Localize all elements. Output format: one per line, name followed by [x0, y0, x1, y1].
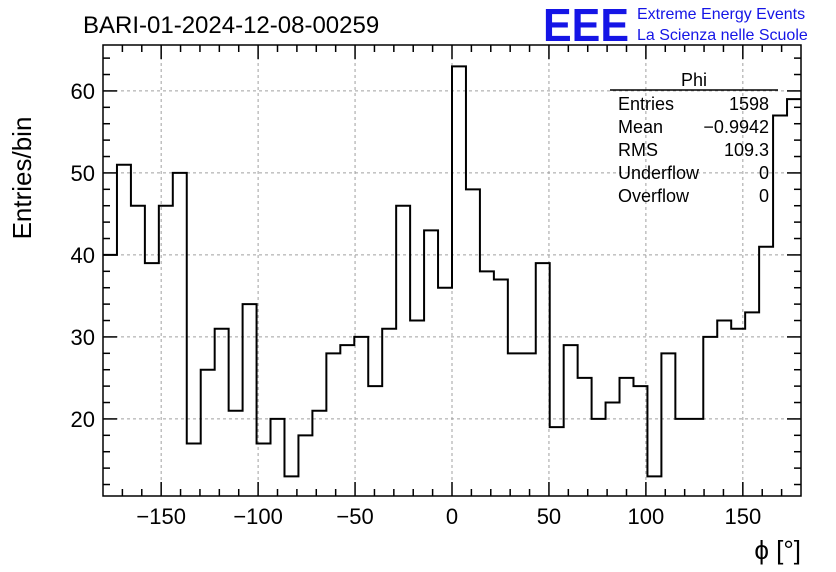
y-tick-label: 30 — [71, 325, 95, 350]
logo-line-2: La Scienza nelle Scuole — [637, 27, 808, 44]
histogram-line — [103, 65, 801, 478]
y-tick-labels: 20 30 40 50 60 — [71, 79, 95, 432]
y-axis-title: Entries/bin — [7, 117, 37, 240]
stats-rms-value: 109.3 — [724, 140, 769, 160]
x-tick-label: −150 — [136, 504, 186, 529]
stats-underflow-value: 0 — [759, 163, 769, 183]
stats-entries-label: Entries — [618, 94, 674, 114]
y-tick-label: 50 — [71, 161, 95, 186]
logo-acronym: EEE — [543, 0, 629, 51]
x-tick-label: 50 — [537, 504, 561, 529]
logo-line-1: Extreme Energy Events — [637, 6, 805, 23]
y-tick-label: 40 — [71, 243, 95, 268]
x-tick-labels: −150 −100 −50 0 50 100 150 — [136, 504, 761, 529]
x-tick-label: −50 — [336, 504, 373, 529]
x-tick-label: −100 — [233, 504, 283, 529]
stats-mean-value: −0.9942 — [703, 117, 769, 137]
stats-box: Phi Entries 1598 Mean −0.9942 RMS 109.3 … — [610, 70, 778, 206]
stats-mean-label: Mean — [618, 117, 663, 137]
stats-overflow-value: 0 — [759, 186, 769, 206]
eee-logo: EEE Extreme Energy Events La Scienza nel… — [543, 0, 808, 51]
axis-ticks — [103, 45, 801, 496]
x-tick-label: 150 — [724, 504, 761, 529]
stats-title: Phi — [681, 70, 707, 90]
x-tick-label: 100 — [628, 504, 665, 529]
y-tick-label: 60 — [71, 79, 95, 104]
stats-overflow-label: Overflow — [618, 186, 690, 206]
chart-title: BARI-01-2024-12-08-00259 — [83, 12, 379, 39]
stats-underflow-label: Underflow — [618, 163, 700, 183]
stats-rms-label: RMS — [618, 140, 658, 160]
stats-entries-value: 1598 — [729, 94, 769, 114]
x-tick-label: 0 — [446, 504, 458, 529]
y-tick-label: 20 — [71, 407, 95, 432]
x-axis-title: ϕ [°] — [754, 535, 801, 565]
